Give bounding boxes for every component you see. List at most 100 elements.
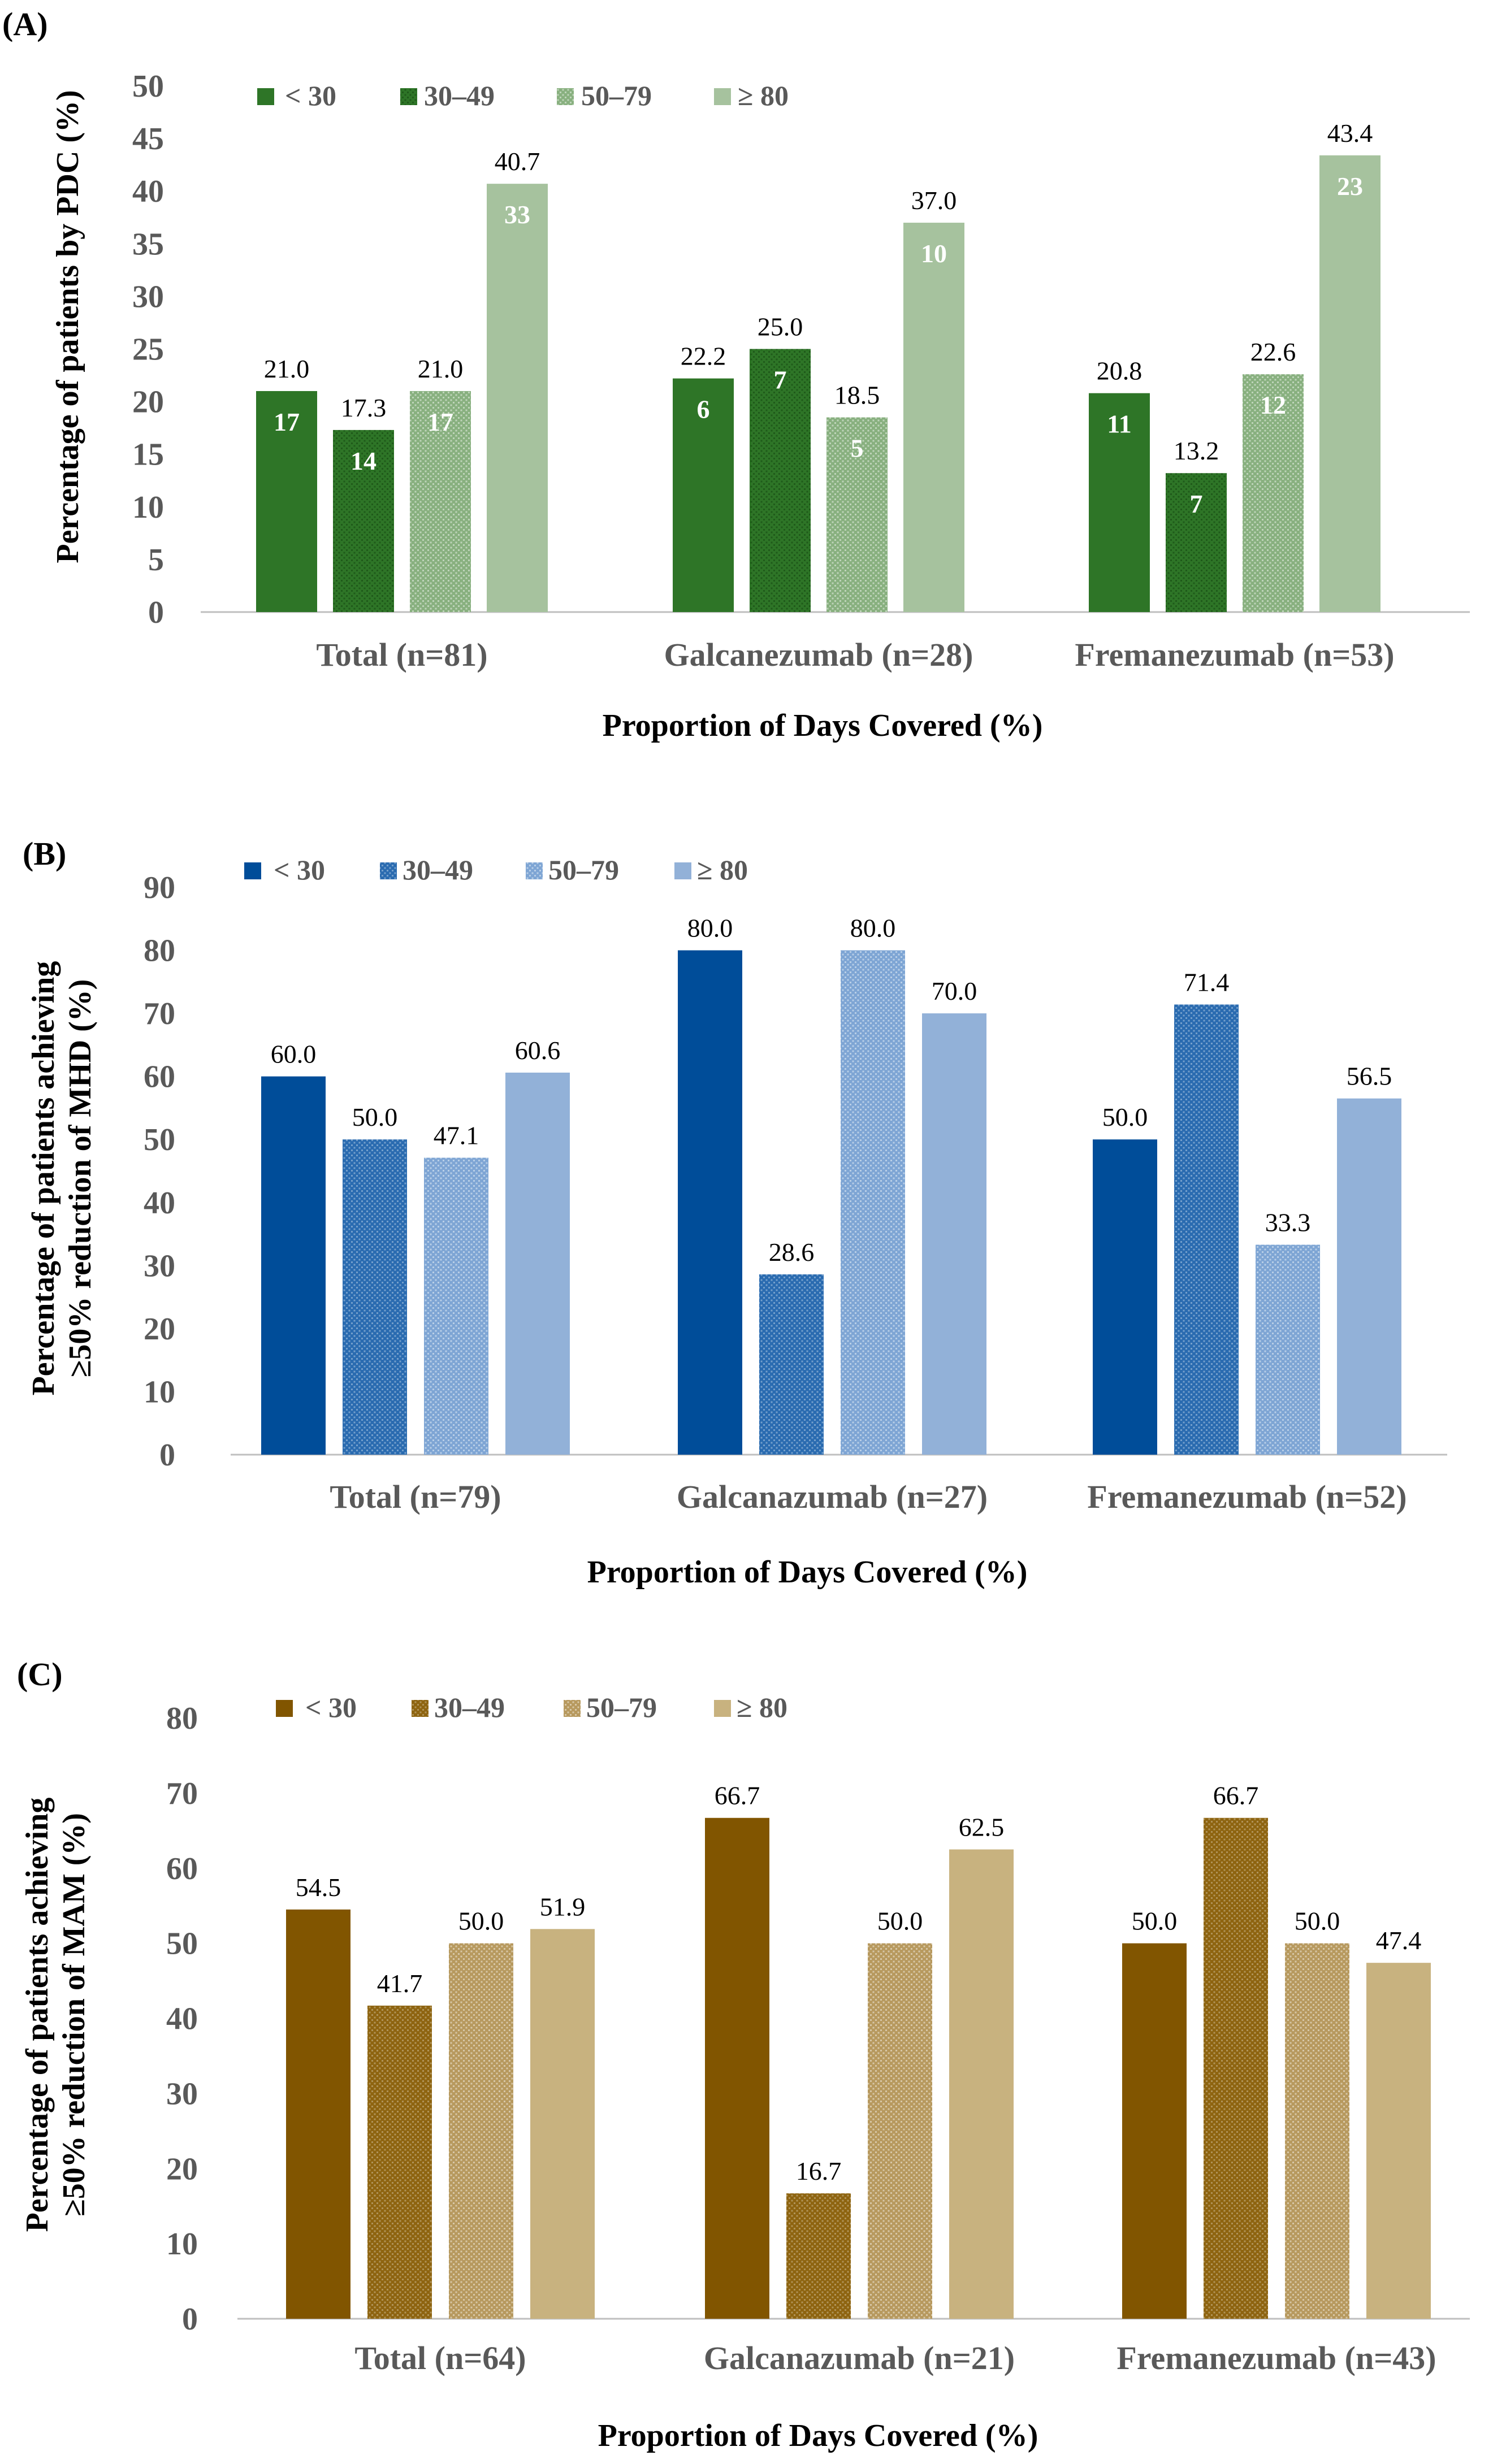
value-label-c-0-2: 50.0 bbox=[458, 1907, 504, 1936]
value-label-a-1-1: 25.0 bbox=[758, 313, 803, 341]
bar-a-0-1 bbox=[333, 430, 394, 612]
value-label-b-1-3: 70.0 bbox=[932, 977, 977, 1005]
value-label-a-2-0: 20.8 bbox=[1097, 357, 1143, 385]
value-label-b-1-1: 28.6 bbox=[769, 1238, 815, 1266]
bar-b-1-2 bbox=[841, 950, 905, 1455]
bar-c-2-2 bbox=[1285, 1943, 1349, 2319]
y-tick-b-3: 30 bbox=[144, 1248, 175, 1283]
y-tick-b-7: 70 bbox=[144, 996, 175, 1031]
legend-swatch-b-2 bbox=[380, 862, 397, 879]
y-axis-title-a: Percentage of patients by PDC (%) bbox=[50, 90, 85, 563]
y-tick-a-1: 5 bbox=[148, 543, 164, 578]
value-label-c-1-3: 62.5 bbox=[959, 1813, 1005, 1842]
value-label-b-2-0: 50.0 bbox=[1102, 1103, 1148, 1131]
y-axis-title-b-line-2: ≥50% reduction of MHD (%) bbox=[63, 979, 98, 1378]
legend-swatch-c-3 bbox=[564, 1700, 581, 1717]
bar-c-2-3 bbox=[1366, 1963, 1431, 2319]
bar-b-2-2 bbox=[1256, 1244, 1320, 1455]
plot-area-b: 0 10 20 30 40 50 60 70 80 90 60.0 50.0 47.1 60.6 Total… bbox=[144, 870, 1447, 1515]
panel-b: (B) Percentage of patients achieving ≥50… bbox=[23, 835, 1447, 1590]
category-label-c-2: Fremanezumab (n=43) bbox=[1116, 2340, 1436, 2376]
bar-b-2-3 bbox=[1337, 1098, 1401, 1455]
bar-a-1-3 bbox=[903, 223, 964, 612]
value-label-c-0-0: 54.5 bbox=[296, 1873, 341, 1902]
y-tick-a-6: 30 bbox=[132, 279, 164, 314]
value-label-c-2-2: 50.0 bbox=[1295, 1907, 1340, 1936]
legend-label-c-1: < 30 bbox=[305, 1691, 357, 1723]
category-label-b-1: Galcanazumab (n=27) bbox=[677, 1478, 988, 1515]
count-label-a-0-1: 14 bbox=[350, 446, 376, 475]
legend-label-b-4: ≥ 80 bbox=[697, 854, 748, 886]
bar-c-1-0 bbox=[705, 1817, 769, 2319]
panel-a: (A) Percentage of patients by PDC (%) Pr… bbox=[2, 6, 1470, 743]
value-label-b-0-3: 60.6 bbox=[515, 1036, 561, 1065]
bar-b-0-0 bbox=[261, 1076, 326, 1455]
y-tick-a-8: 40 bbox=[132, 174, 164, 209]
value-label-b-2-2: 33.3 bbox=[1265, 1208, 1311, 1237]
y-tick-b-6: 60 bbox=[144, 1060, 175, 1095]
y-tick-a-4: 20 bbox=[132, 385, 164, 420]
value-label-a-2-3: 43.4 bbox=[1327, 119, 1373, 148]
legend-c: < 30 30–49 50–79 ≥ 80 bbox=[276, 1691, 787, 1723]
legend-swatch-a-3 bbox=[557, 88, 574, 105]
y-tick-b-8: 80 bbox=[144, 934, 175, 969]
legend-label-c-4: ≥ 80 bbox=[737, 1691, 787, 1723]
legend-a: < 30 30–49 50–79 ≥ 80 bbox=[257, 80, 789, 111]
category-label-c-1: Galcanazumab (n=21) bbox=[704, 2340, 1015, 2376]
legend-label-c-2: 30–49 bbox=[434, 1691, 505, 1723]
value-label-a-1-0: 22.2 bbox=[681, 342, 726, 371]
value-label-c-0-1: 41.7 bbox=[377, 1969, 423, 1998]
legend-label-b-1: < 30 bbox=[274, 854, 325, 886]
value-label-b-1-2: 80.0 bbox=[850, 914, 896, 943]
legend-swatch-c-4 bbox=[714, 1700, 731, 1717]
y-tick-a-0: 0 bbox=[148, 595, 164, 630]
legend-swatch-b-3 bbox=[526, 862, 543, 879]
bar-a-1-1 bbox=[750, 349, 811, 612]
bar-b-2-1 bbox=[1174, 1004, 1239, 1455]
count-label-a-1-0: 6 bbox=[697, 395, 710, 424]
x-axis-title-b: Proportion of Days Covered (%) bbox=[587, 1555, 1028, 1590]
bar-c-2-1 bbox=[1204, 1817, 1268, 2319]
y-tick-a-3: 15 bbox=[132, 437, 164, 472]
value-label-b-2-1: 71.4 bbox=[1184, 968, 1230, 996]
y-axis-title-c-line-1: Percentage of patients achieving bbox=[20, 1798, 55, 2232]
legend-swatch-c-2 bbox=[412, 1700, 429, 1717]
y-tick-c-2: 20 bbox=[166, 2151, 198, 2187]
plot-area-c: 0 10 20 30 40 50 60 70 80 54.5 41.7 50.0 51.9 Total (… bbox=[166, 1701, 1470, 2376]
legend-label-a-3: 50–79 bbox=[581, 80, 652, 111]
value-label-a-1-2: 18.5 bbox=[834, 381, 880, 410]
y-tick-c-8: 80 bbox=[166, 1701, 198, 1736]
bar-a-0-2 bbox=[410, 391, 471, 612]
category-label-b-0: Total (n=79) bbox=[330, 1478, 501, 1515]
panel-c: (C) Percentage of patients achieving ≥50… bbox=[17, 1656, 1470, 2453]
category-label-c-0: Total (n=64) bbox=[354, 2340, 526, 2376]
value-label-b-0-2: 47.1 bbox=[434, 1121, 479, 1150]
legend-label-b-2: 30–49 bbox=[403, 854, 473, 886]
legend-swatch-a-4 bbox=[714, 88, 731, 105]
value-label-b-0-0: 60.0 bbox=[271, 1040, 317, 1069]
value-label-b-2-3: 56.5 bbox=[1347, 1062, 1392, 1091]
bar-a-2-1 bbox=[1166, 473, 1227, 612]
value-label-b-0-1: 50.0 bbox=[352, 1103, 398, 1131]
value-label-c-2-0: 50.0 bbox=[1132, 1907, 1178, 1936]
count-label-a-2-3: 23 bbox=[1337, 172, 1363, 201]
count-label-a-0-2: 17 bbox=[427, 407, 453, 436]
count-label-a-2-1: 7 bbox=[1190, 489, 1203, 518]
value-label-c-1-1: 16.7 bbox=[796, 2157, 842, 2185]
y-tick-c-4: 40 bbox=[166, 2002, 198, 2037]
legend-label-a-4: ≥ 80 bbox=[738, 80, 789, 111]
y-tick-b-5: 50 bbox=[144, 1122, 175, 1157]
legend-label-a-2: 30–49 bbox=[424, 80, 495, 111]
count-label-a-1-2: 5 bbox=[851, 434, 864, 463]
bar-b-0-2 bbox=[424, 1157, 488, 1455]
bar-b-1-0 bbox=[678, 950, 742, 1455]
y-tick-a-7: 35 bbox=[132, 227, 164, 262]
panel-label-a: (A) bbox=[2, 6, 48, 42]
bar-c-2-0 bbox=[1122, 1943, 1187, 2319]
value-label-a-0-3: 40.7 bbox=[495, 147, 540, 176]
y-tick-a-5: 25 bbox=[132, 332, 164, 367]
y-tick-b-9: 90 bbox=[144, 870, 175, 905]
bar-c-0-1 bbox=[367, 2005, 432, 2319]
legend-swatch-a-1 bbox=[257, 88, 274, 105]
legend-swatch-b-1 bbox=[244, 862, 261, 879]
